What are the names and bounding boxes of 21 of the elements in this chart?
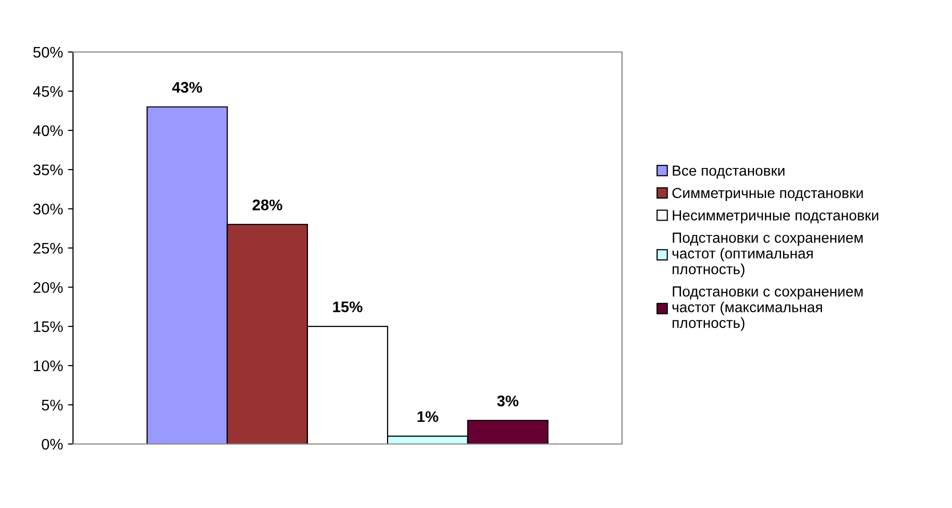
legend-label: Подстановки с сохранением частот (оптимальная плотность) [672, 232, 863, 278]
data-label: 15% [333, 301, 362, 312]
y-tick-label: 40% [33, 125, 63, 136]
y-tick-label: 50% [33, 46, 63, 58]
y-tick-label: 15% [34, 321, 63, 332]
legend-label: Все подстановки [672, 166, 784, 179]
legend-label: Симметричные подстановки [672, 188, 863, 202]
y-tick-label: 45% [33, 86, 63, 97]
y-tick-label: 25% [33, 242, 63, 254]
y-tick-label: 5% [42, 400, 63, 410]
legend-label: Несимметричные подстановки [672, 210, 878, 224]
y-tick-label: 10% [34, 360, 63, 372]
data-label: 3% [497, 396, 518, 406]
y-tick-label: 35% [33, 164, 63, 176]
data-label: 43% [172, 82, 202, 93]
data-label: 28% [252, 200, 282, 210]
data-label: 1% [418, 411, 438, 422]
y-tick-label: 30% [33, 204, 63, 214]
legend-label: Подстановки с сохранением частот (максимальная плотность) [672, 286, 863, 331]
y-tick-label: 0% [42, 438, 63, 450]
y-tick-label: 20% [33, 282, 63, 293]
